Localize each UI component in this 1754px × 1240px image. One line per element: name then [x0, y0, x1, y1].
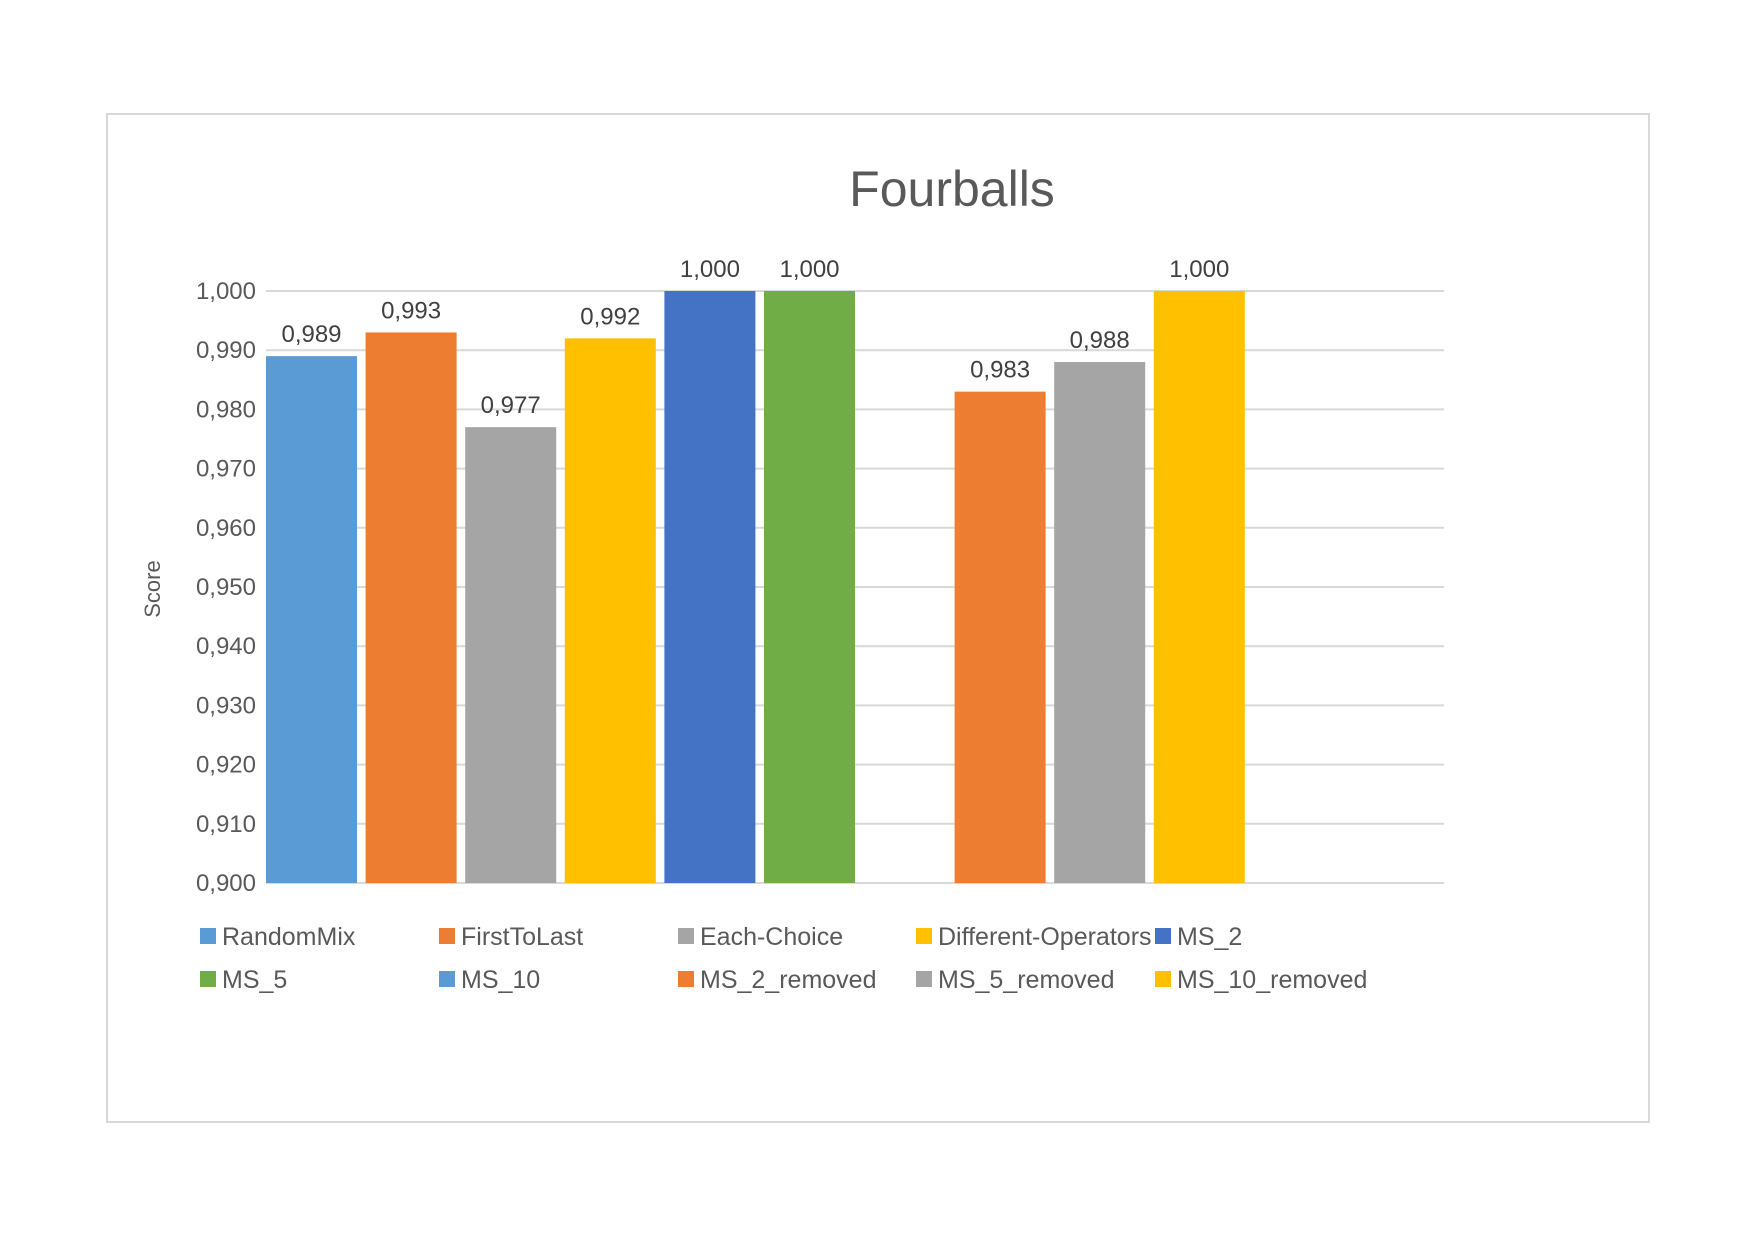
y-tick-label: 0,940	[196, 633, 256, 660]
legend-label: MS_5_removed	[938, 966, 1114, 994]
data-label: 0,977	[481, 392, 541, 419]
bars	[266, 291, 1245, 883]
legend-swatch	[1155, 971, 1171, 987]
bar-firsttolast	[365, 332, 457, 883]
legend-item-ms-10-removed: MS_10_removed	[1155, 966, 1367, 994]
data-labels: 0,989 0,993 0,977 0,992 1,000 1,000 0,983 0,988…	[281, 256, 1229, 419]
legend-swatch	[678, 971, 694, 987]
data-label: 0,993	[381, 297, 441, 324]
y-tick-label: 1,000	[196, 278, 256, 305]
y-axis-ticks: 0,900 0,910 0,920 0,930 0,940 0,950 0,960 0,970…	[196, 278, 256, 897]
bar-randommix	[266, 356, 357, 883]
y-tick-label: 0,920	[196, 752, 256, 779]
y-tick-label: 0,970	[196, 456, 256, 483]
legend-item-different-operators: Different-Operators	[916, 923, 1152, 951]
y-tick-label: 0,910	[196, 811, 256, 838]
legend-item-firsttolast: FirstToLast	[439, 923, 583, 951]
legend-item-ms-5: MS_5	[200, 966, 287, 994]
y-tick-label: 0,950	[196, 574, 256, 601]
legend-label: Each-Choice	[700, 923, 843, 951]
data-label: 0,988	[1070, 327, 1130, 354]
bar-ms-2	[664, 291, 756, 883]
legend-swatch	[200, 971, 216, 987]
y-axis-label: Score	[140, 560, 165, 617]
legend-item-each-choice: Each-Choice	[678, 923, 843, 951]
legend-label: MS_10	[461, 966, 540, 994]
legend-label: MS_5	[222, 966, 287, 994]
legend-label: Different-Operators	[938, 923, 1152, 951]
legend-swatch	[439, 971, 455, 987]
bar-each-choice	[465, 427, 557, 883]
legend-item-ms-2: MS_2	[1155, 923, 1242, 951]
legend-item-ms-2-removed: MS_2_removed	[678, 966, 876, 994]
legend-label: FirstToLast	[461, 923, 583, 951]
legend-swatch	[916, 971, 932, 987]
data-label: 1,000	[779, 256, 839, 283]
legend-label: MS_10_removed	[1177, 966, 1367, 994]
chart-title: Fourballs	[849, 161, 1055, 217]
bar-ms-10-removed	[1153, 291, 1245, 883]
legend-item-ms-10: MS_10	[439, 966, 540, 994]
bar-ms-5	[764, 291, 855, 883]
legend-swatch	[678, 928, 694, 944]
y-tick-label: 0,980	[196, 396, 256, 423]
bar-chart: Fourballs Score 0,900 0,910 0,920 0,930 0,94…	[140, 161, 1444, 994]
legend-swatch	[916, 928, 932, 944]
legend-label: RandomMix	[222, 923, 356, 951]
bar-different-operators	[564, 338, 656, 883]
legend-swatch	[1155, 928, 1171, 944]
legend-swatch	[200, 928, 216, 944]
legend-label: MS_2_removed	[700, 966, 876, 994]
data-label: 0,989	[281, 321, 341, 348]
legend-swatch	[439, 928, 455, 944]
data-label: 0,983	[970, 357, 1030, 384]
chart-frame: Fourballs Score 0,900 0,910 0,920 0,930 0,94…	[106, 113, 1650, 1123]
y-tick-label: 0,960	[196, 515, 256, 542]
legend-item-randommix: RandomMix	[200, 923, 356, 951]
y-tick-label: 0,930	[196, 692, 256, 719]
data-label: 0,992	[580, 303, 640, 330]
y-tick-label: 0,900	[196, 870, 256, 897]
legend-item-ms-5-removed: MS_5_removed	[916, 966, 1114, 994]
legend-label: MS_2	[1177, 923, 1242, 951]
legend: RandomMix FirstToLast Each-Choice Different…	[200, 923, 1367, 994]
data-label: 1,000	[1169, 256, 1229, 283]
bar-ms-2-removed	[954, 391, 1046, 883]
data-label: 1,000	[680, 256, 740, 283]
y-tick-label: 0,990	[196, 337, 256, 364]
bar-ms-5-removed	[1054, 362, 1146, 883]
